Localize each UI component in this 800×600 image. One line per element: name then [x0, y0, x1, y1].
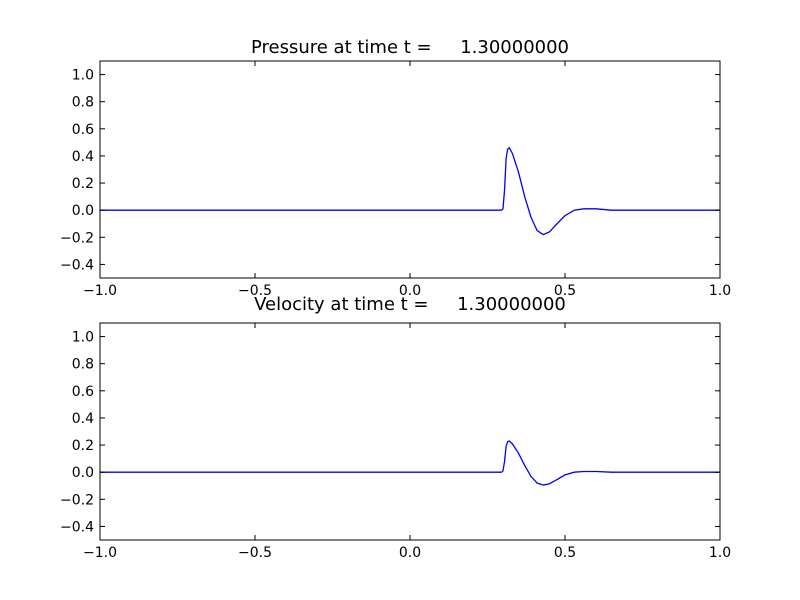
- pressure-y-tick-label: 0.8: [72, 95, 94, 111]
- velocity-x-tick-label: 0.5: [554, 545, 576, 561]
- pressure-x-tick-label: −1.0: [83, 283, 117, 299]
- velocity-y-tick-label: 0.4: [72, 411, 94, 427]
- velocity-panel: Velocity at time t = 1.30000000 −1.0 −0.5…: [60, 294, 731, 561]
- pressure-y-tick-label: 1.0: [72, 68, 94, 84]
- velocity-x-tick-label: −1.0: [83, 545, 117, 561]
- velocity-y-tick-label: 0.2: [72, 438, 94, 454]
- pressure-title: Pressure at time t = 1.30000000: [251, 37, 569, 58]
- pressure-panel: Pressure at time t = 1.30000000 −1.0 −0.5…: [60, 37, 731, 299]
- velocity-x-tick-label: −0.5: [238, 545, 272, 561]
- pressure-x-tick-label: −0.5: [238, 283, 272, 299]
- pressure-x-tick-label: 0.5: [554, 283, 576, 299]
- pressure-y-tick-label: 0.0: [72, 203, 94, 219]
- velocity-y-tick-label: 0.8: [72, 357, 94, 373]
- velocity-x-tick-label: 1.0: [709, 545, 731, 561]
- pressure-x-tick-label: 1.0: [709, 283, 731, 299]
- velocity-y-tick-label: 0.6: [72, 384, 94, 400]
- velocity-y-tick-label: 1.0: [72, 330, 94, 346]
- velocity-series-line: [100, 440, 720, 486]
- velocity-y-tick-label: 0.0: [72, 465, 94, 481]
- pressure-x-tick-label: 0.0: [399, 283, 421, 299]
- pressure-y-tick-label: 0.2: [72, 176, 94, 192]
- velocity-y-tick-label: −0.4: [60, 519, 94, 535]
- pressure-y-tick-label: 0.6: [72, 122, 94, 138]
- pressure-y-tick-label: −0.2: [60, 230, 94, 246]
- pressure-y-tick-label: −0.4: [60, 257, 94, 273]
- velocity-x-tick-label: 0.0: [399, 545, 421, 561]
- velocity-title: Velocity at time t = 1.30000000: [254, 294, 566, 315]
- velocity-y-tick-label: −0.2: [60, 492, 94, 508]
- pressure-series-line: [100, 146, 720, 236]
- pressure-y-tick-label: 0.4: [72, 149, 94, 165]
